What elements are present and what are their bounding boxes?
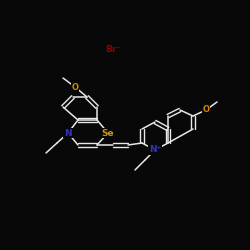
- Text: O: O: [202, 106, 209, 114]
- Text: O: O: [72, 82, 78, 92]
- Text: Se: Se: [102, 128, 114, 138]
- Text: N: N: [64, 128, 72, 138]
- Text: N⁺: N⁺: [149, 146, 161, 154]
- Text: Br⁻: Br⁻: [105, 46, 121, 54]
